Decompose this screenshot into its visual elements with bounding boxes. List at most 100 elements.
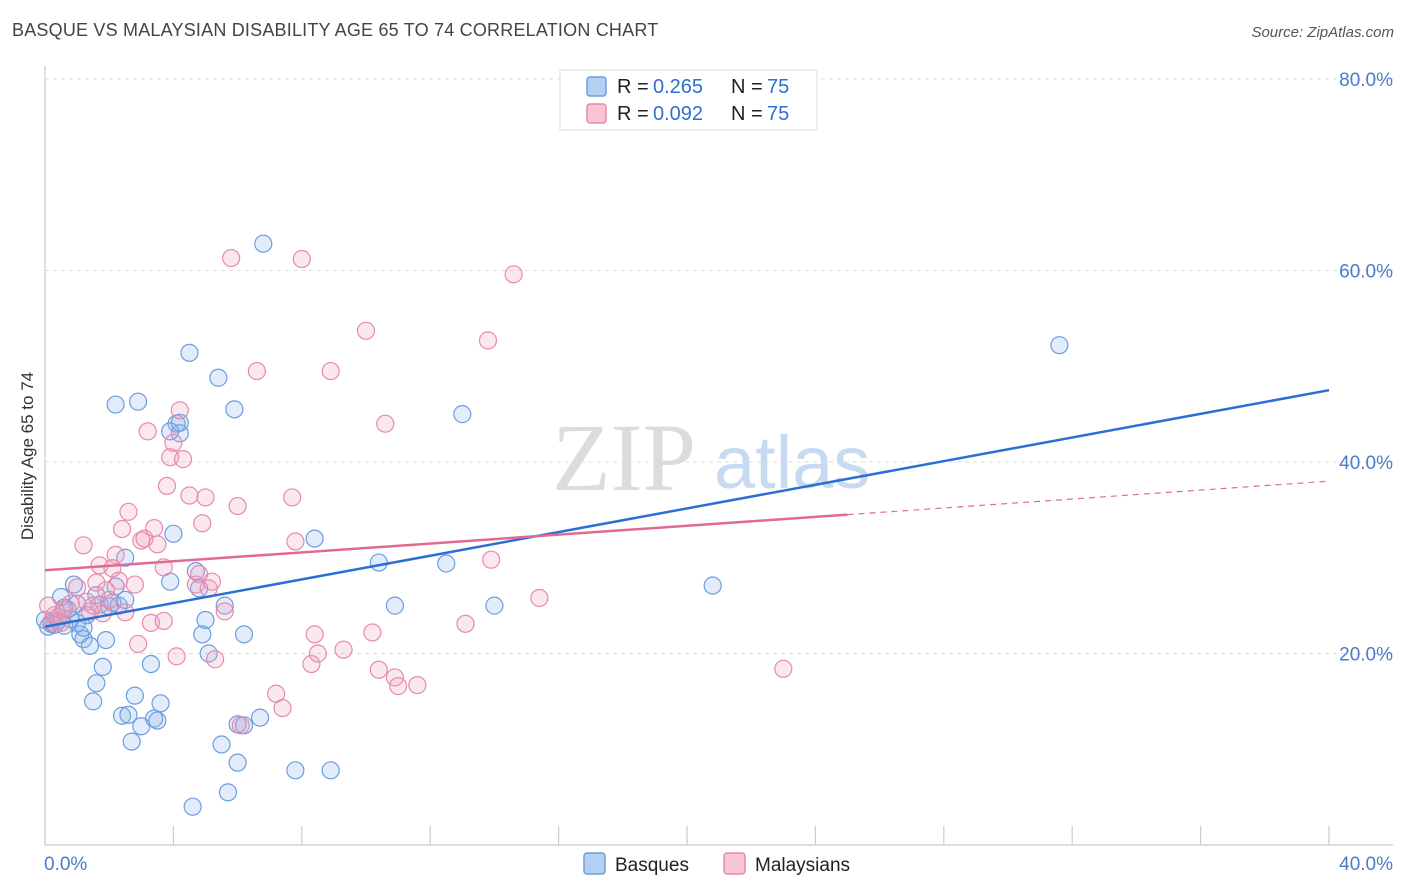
chart-title: BASQUE VS MALAYSIAN DISABILITY AGE 65 TO… — [12, 20, 659, 40]
malaysians-point — [157, 476, 177, 496]
malaysians-point — [180, 486, 199, 505]
malaysians-point — [74, 536, 93, 555]
malaysians-point — [478, 331, 498, 350]
basques-point — [170, 413, 189, 432]
malaysians-point — [308, 644, 327, 663]
basques-point — [215, 596, 234, 615]
malaysians-point — [530, 588, 549, 608]
malaysians-point — [193, 514, 212, 533]
x-tick-label-max: 40.0% — [1339, 854, 1393, 875]
malaysians-point — [100, 590, 119, 609]
legend-n-label: N = — [731, 103, 763, 125]
malaysians-point — [145, 518, 164, 538]
watermark-zip: ZIP — [552, 404, 696, 511]
basques-point — [228, 753, 247, 772]
malaysians-point — [148, 535, 167, 554]
basques-point — [234, 625, 254, 644]
basques-point — [196, 610, 215, 630]
malaysians-point — [302, 654, 321, 674]
malaysians-point — [305, 625, 324, 644]
malaysians-point — [228, 496, 247, 516]
malaysians-point — [369, 660, 388, 679]
basques-point — [164, 524, 183, 543]
basques-point — [1050, 336, 1069, 355]
malaysians-point — [112, 519, 132, 539]
malaysians-point — [173, 450, 193, 469]
malaysians-point — [356, 321, 376, 340]
basques-point — [186, 562, 205, 581]
basques-point — [183, 797, 202, 816]
basques-point — [369, 553, 388, 572]
source-label: Source: ZipAtlas.com — [1251, 24, 1394, 41]
watermark-atlas: atlas — [714, 421, 870, 504]
malaysians-point — [286, 532, 305, 551]
basques-point — [453, 405, 472, 424]
malaysians-point — [138, 422, 157, 441]
basques-point — [193, 625, 212, 644]
basques-point — [96, 630, 116, 650]
basques-points — [35, 234, 1069, 816]
legend-r-value: 0.265 — [653, 76, 703, 98]
basques-point — [180, 343, 199, 362]
basques-point — [485, 596, 504, 615]
malaysians-point — [202, 572, 222, 591]
basques-point — [84, 692, 103, 711]
malaysians-point — [456, 614, 475, 633]
series-legend-swatch-basques — [583, 852, 606, 875]
malaysians-point — [774, 659, 793, 678]
basques-point — [141, 654, 161, 674]
malaysians-point — [154, 611, 173, 631]
malaysians-point — [334, 640, 353, 659]
malaysians-point — [167, 647, 186, 666]
malaysians-trend-line — [44, 513, 848, 572]
basques-point — [112, 706, 132, 725]
legend-swatch-malaysians — [586, 103, 607, 124]
basques-point — [225, 400, 244, 419]
legend: R = 0.265 N = 75 R = 0.092 N = 75 — [559, 69, 818, 131]
malaysians-point — [125, 575, 144, 594]
grid-lines — [45, 78, 1393, 654]
basques-point — [145, 709, 164, 728]
malaysians-point — [206, 650, 225, 669]
basques-trend-line — [44, 388, 1330, 628]
malaysians-point — [215, 602, 234, 621]
legend-n-value: 75 — [767, 103, 789, 125]
malaysians-point — [128, 634, 148, 654]
basques-point — [64, 575, 83, 594]
malaysians-point — [363, 623, 382, 642]
basques-point — [385, 596, 404, 615]
basques-point — [209, 368, 228, 387]
malaysians-point — [196, 488, 215, 507]
malaysians-point — [119, 502, 138, 521]
y-tick-labels: 20.0% 40.0% 60.0% 80.0% — [1339, 70, 1393, 666]
basques-point — [437, 554, 456, 573]
malaysians-point — [106, 545, 125, 564]
basques-point — [148, 711, 167, 730]
malaysians-point — [389, 676, 408, 696]
legend-r-label: R = — [617, 103, 649, 125]
malaysians-point — [321, 361, 340, 381]
legend-n-value: 75 — [767, 76, 789, 98]
basques-point — [305, 529, 324, 548]
malaysians-point — [231, 716, 250, 735]
trend-lines — [44, 388, 1330, 628]
malaysians-point — [67, 578, 87, 597]
malaysians-point — [273, 698, 292, 718]
malaysians-point — [103, 559, 122, 578]
malaysians-trend-extension — [847, 480, 1330, 516]
basques-point — [87, 674, 106, 693]
legend-row-basques: R = 0.265 N = 75 — [586, 76, 789, 98]
basques-point — [286, 761, 305, 780]
legend-row-malaysians: R = 0.092 N = 75 — [586, 103, 789, 125]
basques-point — [218, 783, 238, 802]
malaysians-point — [222, 248, 241, 268]
y-tick-label: 40.0% — [1339, 453, 1393, 474]
malaysians-point — [87, 573, 106, 592]
legend-swatch-basques — [586, 76, 607, 97]
basques-point — [254, 234, 273, 253]
basques-point — [250, 708, 270, 727]
series-legend-label-malaysians: Malaysians — [755, 855, 850, 876]
malaysians-point — [292, 249, 311, 269]
malaysians-point — [61, 594, 80, 613]
